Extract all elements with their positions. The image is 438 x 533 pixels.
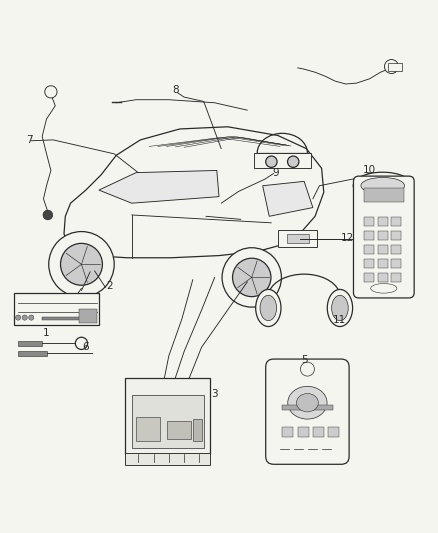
Circle shape: [43, 210, 53, 220]
FancyBboxPatch shape: [353, 176, 414, 298]
Bar: [378, 217, 388, 226]
Circle shape: [266, 156, 277, 167]
Bar: [125, 453, 210, 465]
Text: 7: 7: [26, 135, 32, 145]
Circle shape: [288, 156, 299, 167]
Circle shape: [385, 60, 399, 74]
Ellipse shape: [327, 289, 353, 327]
Circle shape: [222, 248, 282, 307]
Bar: [392, 259, 401, 268]
Bar: [392, 245, 401, 254]
Text: 12: 12: [341, 233, 354, 243]
Text: 11: 11: [332, 315, 346, 325]
Bar: [392, 231, 401, 240]
Circle shape: [15, 315, 21, 320]
Text: 10: 10: [363, 165, 376, 175]
Text: 8: 8: [172, 85, 179, 95]
Bar: [364, 217, 374, 226]
Bar: [136, 417, 160, 441]
Circle shape: [300, 362, 314, 376]
Ellipse shape: [256, 289, 281, 327]
Bar: [193, 419, 202, 441]
Ellipse shape: [288, 386, 327, 419]
Bar: [364, 245, 374, 254]
Polygon shape: [263, 181, 313, 216]
Text: 9: 9: [272, 168, 279, 177]
Text: 3: 3: [211, 390, 218, 399]
Bar: [392, 273, 401, 282]
Bar: [392, 217, 401, 226]
Bar: [364, 273, 374, 282]
Circle shape: [22, 315, 27, 320]
Text: 1: 1: [43, 328, 50, 338]
Text: 5: 5: [301, 356, 307, 365]
Polygon shape: [99, 171, 219, 203]
Circle shape: [75, 337, 88, 350]
Bar: [364, 231, 374, 240]
Bar: [18, 351, 46, 356]
Ellipse shape: [332, 295, 348, 321]
Bar: [364, 259, 374, 268]
Ellipse shape: [353, 172, 412, 199]
Bar: [278, 230, 317, 247]
Bar: [254, 153, 311, 168]
Bar: [283, 427, 293, 437]
Circle shape: [60, 244, 102, 285]
Bar: [132, 395, 204, 448]
Bar: [18, 341, 42, 346]
Circle shape: [49, 231, 114, 297]
Circle shape: [45, 86, 57, 98]
Bar: [378, 245, 388, 254]
Circle shape: [28, 315, 34, 320]
Bar: [166, 422, 191, 439]
Bar: [283, 405, 332, 410]
Bar: [297, 427, 308, 437]
Circle shape: [233, 258, 271, 297]
Bar: [378, 273, 388, 282]
Bar: [313, 427, 324, 437]
Ellipse shape: [297, 393, 318, 412]
Text: 6: 6: [82, 342, 89, 352]
Bar: [378, 259, 388, 268]
Bar: [42, 317, 92, 320]
Bar: [378, 231, 388, 240]
Ellipse shape: [371, 284, 397, 293]
Text: 2: 2: [106, 281, 113, 291]
Bar: [364, 188, 404, 203]
Polygon shape: [64, 127, 324, 258]
Bar: [79, 309, 97, 323]
FancyBboxPatch shape: [266, 359, 349, 464]
Bar: [389, 62, 402, 71]
Bar: [287, 234, 309, 244]
Bar: [14, 293, 99, 326]
Ellipse shape: [260, 295, 277, 321]
Ellipse shape: [361, 177, 405, 194]
Bar: [125, 378, 210, 454]
Bar: [328, 427, 339, 437]
